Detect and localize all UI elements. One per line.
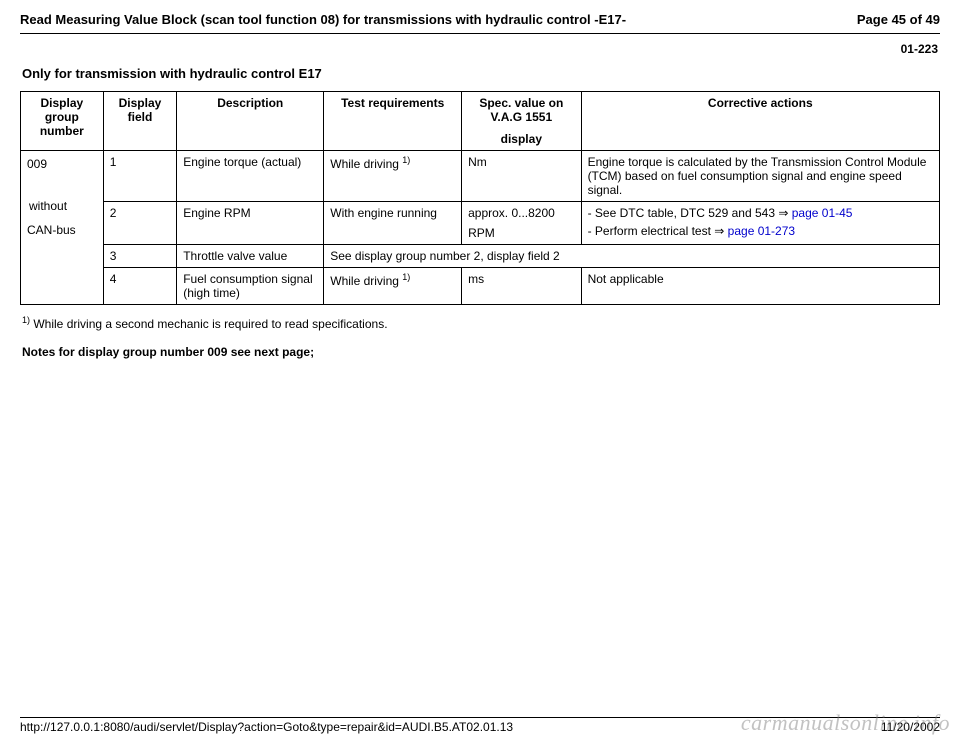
col-description: Description	[177, 92, 324, 151]
notes-text: Notes for display group number 009 see n…	[22, 345, 314, 359]
cell-spec: approx. 0...8200 RPM	[462, 202, 581, 245]
page-header: Read Measuring Value Block (scan tool fu…	[20, 12, 940, 33]
col-spec-value-b: display	[468, 132, 574, 146]
cell-req: While driving 1)	[324, 268, 462, 305]
cell-field: 3	[103, 245, 177, 268]
col-display-group: Display group number	[21, 92, 104, 151]
footer-date: 11/20/2002	[881, 720, 940, 734]
cell-desc: Fuel consumption signal (high time)	[177, 268, 324, 305]
cell-spec: ms	[462, 268, 581, 305]
cell-spec: Nm	[462, 151, 581, 202]
cell-desc: Throttle valve value	[177, 245, 324, 268]
header-title: Read Measuring Value Block (scan tool fu…	[20, 12, 626, 27]
cell-req: With engine running	[324, 202, 462, 245]
footnote-sup: 1)	[22, 315, 30, 325]
col-test-requirements: Test requirements	[324, 92, 462, 151]
col-spec-value: Spec. value on V.A.G 1551 display	[462, 92, 581, 151]
footnote: 1) While driving a second mechanic is re…	[20, 305, 940, 335]
spec-b: RPM	[468, 226, 574, 240]
req-text: While driving	[330, 274, 402, 288]
group-without: without	[27, 199, 97, 213]
link-page-01-45[interactable]: page 01-45	[792, 206, 853, 220]
data-table: Display group number Display field Descr…	[20, 91, 940, 305]
req-text: While driving	[330, 157, 402, 171]
intro-text: Only for transmission with hydraulic con…	[20, 66, 940, 91]
cell-action: Not applicable	[581, 268, 939, 305]
cell-req: While driving 1)	[324, 151, 462, 202]
action-b-text: - Perform electrical test	[588, 224, 715, 238]
action-a-text: - See DTC table, DTC 529 and 543	[588, 206, 779, 220]
cell-group-number: 009 without CAN-bus	[21, 151, 104, 305]
cell-field: 4	[103, 268, 177, 305]
col-display-field: Display field	[103, 92, 177, 151]
arrow-icon: ⇒	[778, 206, 788, 220]
footnote-text: While driving a second mechanic is requi…	[30, 317, 388, 331]
cell-action: Engine torque is calculated by the Trans…	[581, 151, 939, 202]
table-row: 3 Throttle valve value See display group…	[21, 245, 940, 268]
cell-field: 1	[103, 151, 177, 202]
section-code: 01-223	[20, 38, 940, 66]
table-row: 2 Engine RPM With engine running approx.…	[21, 202, 940, 245]
group-canbus: CAN-bus	[27, 223, 97, 237]
cell-action: - See DTC table, DTC 529 and 543 ⇒ page …	[581, 202, 939, 245]
table-row: 009 without CAN-bus 1 Engine torque (act…	[21, 151, 940, 202]
cell-field: 2	[103, 202, 177, 245]
col-corrective-actions: Corrective actions	[581, 92, 939, 151]
footer-url: http://127.0.0.1:8080/audi/servlet/Displ…	[20, 720, 513, 734]
footer-rule	[20, 717, 940, 718]
req-sup: 1)	[402, 155, 410, 165]
page-footer: http://127.0.0.1:8080/audi/servlet/Displ…	[20, 717, 940, 734]
req-sup: 1)	[402, 272, 410, 282]
header-rule	[20, 33, 940, 34]
group-009: 009	[27, 155, 97, 171]
link-page-01-273[interactable]: page 01-273	[728, 224, 795, 238]
arrow-icon: ⇒	[714, 224, 724, 238]
table-header-row: Display group number Display field Descr…	[21, 92, 940, 151]
spec-a: approx. 0...8200	[468, 206, 574, 220]
notes-line: Notes for display group number 009 see n…	[20, 335, 940, 359]
table-row: 4 Fuel consumption signal (high time) Wh…	[21, 268, 940, 305]
col-spec-value-a: Spec. value on V.A.G 1551	[468, 96, 574, 124]
cell-desc: Engine torque (actual)	[177, 151, 324, 202]
cell-merged: See display group number 2, display fiel…	[324, 245, 940, 268]
header-page: Page 45 of 49	[857, 12, 940, 27]
cell-desc: Engine RPM	[177, 202, 324, 245]
